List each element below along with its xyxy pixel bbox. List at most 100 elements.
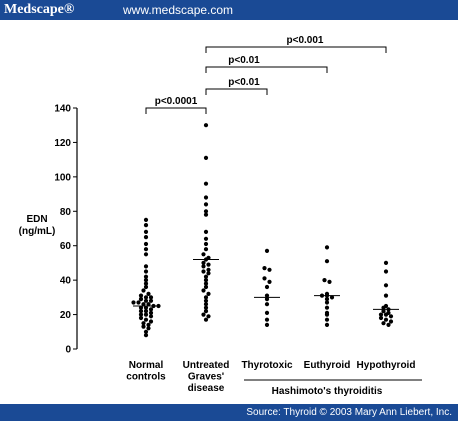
- point-euthyroid: [324, 305, 330, 310]
- point-graves: [201, 312, 206, 317]
- point-normal: [143, 284, 149, 290]
- point-hypothyroid: [381, 321, 386, 326]
- point-graves: [203, 281, 209, 286]
- comparison-label-1: p<0.01: [228, 77, 260, 88]
- point-graves: [203, 274, 209, 279]
- point-graves: [203, 284, 209, 290]
- point-normal: [138, 309, 144, 314]
- point-hypothyroid: [388, 314, 394, 319]
- hashimoto-group-label: Hashimoto's thyroiditis: [272, 386, 383, 397]
- point-normal: [143, 312, 149, 317]
- point-graves: [203, 305, 209, 310]
- category-label-normal-1: controls: [126, 372, 166, 383]
- point-thyrotoxic: [264, 297, 270, 302]
- point-hypothyroid: [383, 293, 389, 298]
- point-normal: [143, 317, 149, 322]
- point-normal: [148, 298, 154, 303]
- point-normal: [143, 298, 149, 303]
- y-axis-label-1: (ng/mL): [19, 226, 56, 237]
- category-label-graves-2: disease: [188, 383, 225, 394]
- point-hypothyroid: [388, 319, 394, 324]
- point-euthyroid: [324, 245, 330, 250]
- point-hypothyroid: [378, 315, 384, 321]
- comparison-label-0: p<0.0001: [155, 96, 198, 107]
- category-label-hypothyroid-0: Hypothyroid: [357, 360, 416, 371]
- y-tick-label-60: 60: [60, 241, 72, 252]
- point-graves: [201, 260, 206, 265]
- point-normal: [138, 297, 144, 302]
- point-graves: [206, 314, 211, 319]
- medscape-logo[interactable]: Medscape®: [4, 2, 75, 17]
- point-graves: [203, 247, 209, 252]
- point-euthyroid: [324, 300, 330, 305]
- point-thyrotoxic: [264, 293, 270, 298]
- y-axis-label-0: EDN: [26, 214, 47, 225]
- category-label-graves-1: Graves': [188, 372, 224, 383]
- site-url-link[interactable]: www.medscape.com: [123, 3, 234, 17]
- point-normal: [143, 309, 149, 314]
- point-normal: [141, 302, 146, 307]
- point-normal: [148, 310, 154, 315]
- point-graves: [203, 195, 209, 200]
- comparison-bracket-1: [205, 88, 268, 95]
- point-euthyroid: [327, 279, 332, 284]
- comparison-label-2: p<0.01: [228, 55, 260, 66]
- point-normal: [143, 329, 149, 334]
- point-normal: [143, 305, 149, 310]
- point-euthyroid: [329, 295, 335, 300]
- point-normal: [143, 264, 149, 269]
- point-graves: [203, 295, 209, 300]
- point-normal: [141, 321, 146, 326]
- point-graves: [203, 317, 209, 322]
- point-thyrotoxic: [267, 267, 272, 272]
- comparison-bracket-0: [145, 107, 207, 114]
- point-graves: [203, 241, 209, 247]
- point-graves: [203, 236, 209, 241]
- point-normal: [141, 324, 146, 329]
- point-hypothyroid: [386, 322, 391, 327]
- point-graves: [203, 123, 209, 128]
- point-graves: [201, 288, 206, 293]
- point-euthyroid: [322, 278, 327, 283]
- point-normal: [143, 235, 149, 240]
- point-normal: [143, 252, 149, 257]
- point-graves: [206, 262, 211, 267]
- y-tick-label-100: 100: [54, 172, 71, 183]
- comparison-bracket-2: [205, 66, 328, 73]
- category-label-thyrotoxic-0: Thyrotoxic: [241, 360, 293, 371]
- point-normal: [131, 300, 136, 305]
- point-thyrotoxic: [264, 248, 270, 253]
- point-graves: [203, 181, 209, 186]
- point-normal: [143, 241, 149, 247]
- y-tick-label-80: 80: [60, 207, 72, 218]
- point-euthyroid: [324, 259, 330, 264]
- y-tick-label-40: 40: [60, 276, 72, 287]
- y-tick-label-0: 0: [65, 345, 71, 356]
- point-hypothyroid: [383, 260, 389, 265]
- point-thyrotoxic: [264, 310, 270, 315]
- point-thyrotoxic: [262, 276, 267, 281]
- point-thyrotoxic: [262, 266, 267, 271]
- source-citation: Source: Thyroid © 2003 Mary Ann Liebert,…: [246, 407, 452, 418]
- point-euthyroid: [324, 317, 330, 322]
- point-hypothyroid: [381, 305, 386, 310]
- point-graves: [206, 271, 211, 276]
- category-label-euthyroid-0: Euthyroid: [304, 360, 351, 371]
- point-normal: [138, 305, 144, 310]
- point-thyrotoxic: [267, 279, 272, 284]
- point-normal: [146, 326, 151, 331]
- point-euthyroid: [324, 297, 330, 302]
- point-normal: [143, 278, 149, 283]
- point-graves: [201, 252, 206, 257]
- point-normal: [138, 312, 144, 317]
- point-normal: [146, 291, 151, 296]
- point-normal: [141, 288, 146, 293]
- point-hypothyroid: [378, 312, 384, 317]
- point-normal: [138, 315, 144, 321]
- point-normal: [146, 322, 151, 327]
- point-normal: [138, 293, 144, 298]
- category-label-graves-0: Untreated: [183, 360, 230, 371]
- point-normal: [136, 300, 141, 305]
- point-graves: [201, 264, 206, 269]
